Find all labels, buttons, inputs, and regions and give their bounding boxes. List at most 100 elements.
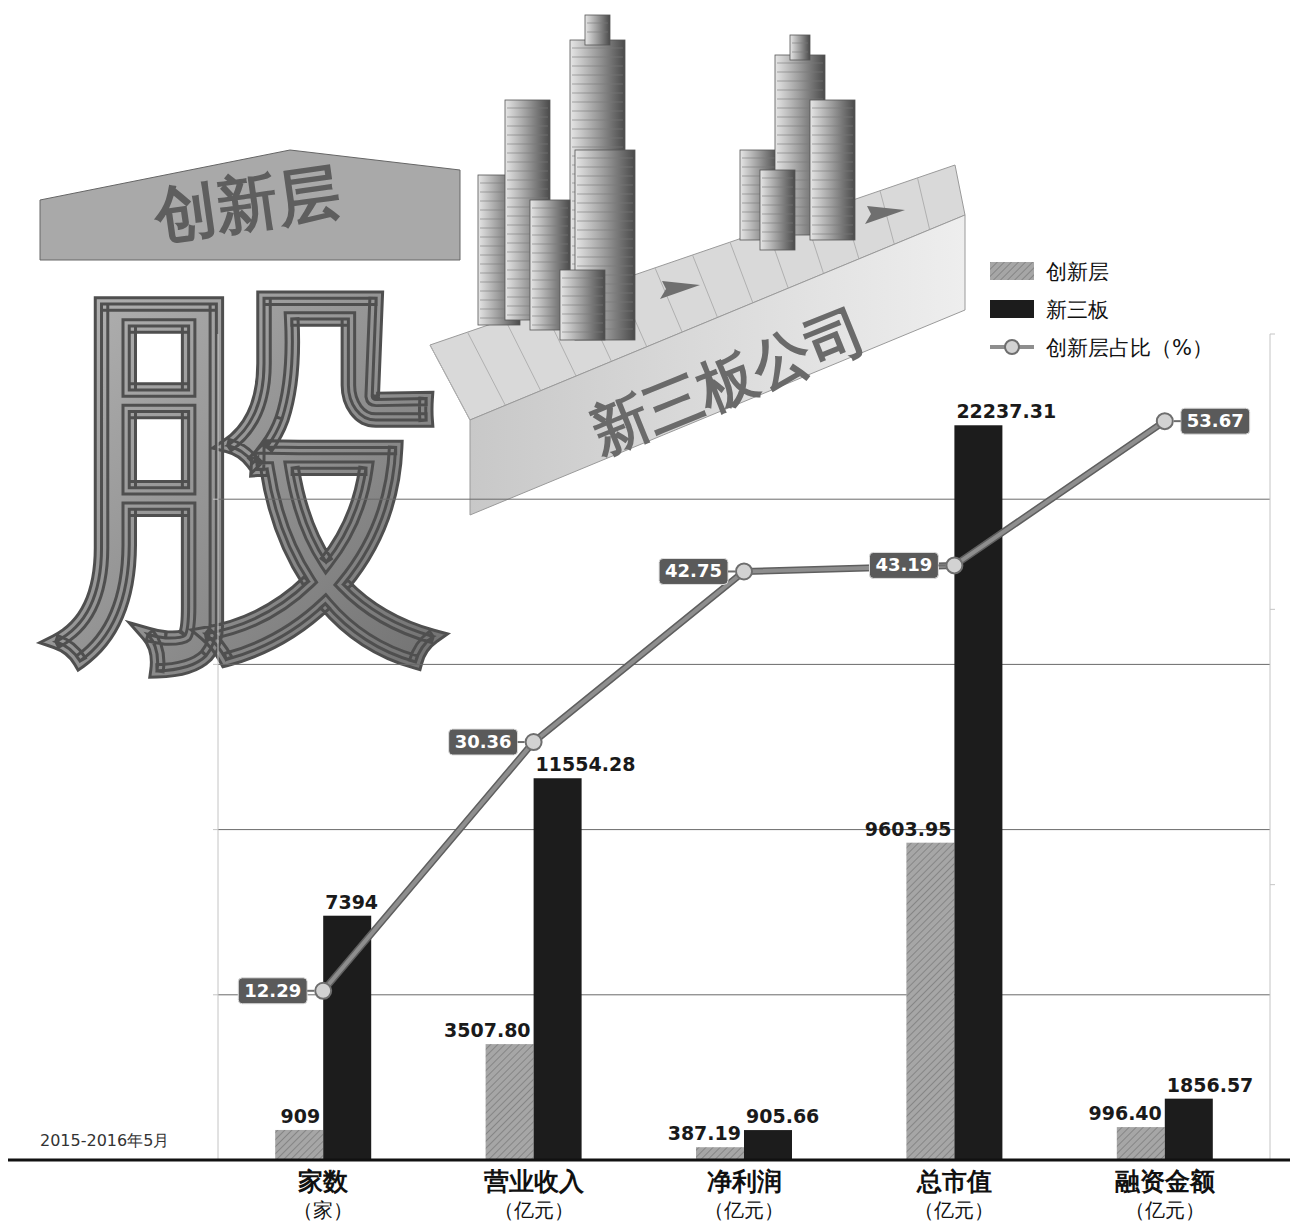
percent-label-text: 53.67 <box>1187 410 1244 431</box>
building-floor <box>562 287 603 288</box>
building-floor <box>532 244 568 245</box>
building-floor <box>812 162 853 163</box>
data-labels: 9093507.80387.199603.95996.40739411554.2… <box>238 400 1253 1144</box>
grid-line <box>218 829 1270 830</box>
building-floor <box>577 158 633 159</box>
data-label: 387.19 <box>668 1122 741 1144</box>
legend-swatch <box>990 300 1034 318</box>
building-floor <box>577 194 633 195</box>
y-tick <box>213 829 218 830</box>
legend-label: 创新层占比（%） <box>1046 336 1213 360</box>
building-floor <box>507 180 548 181</box>
building-floor <box>507 189 548 190</box>
grid-line <box>218 664 1270 665</box>
legend-swatch <box>990 262 1034 280</box>
percent-label-connector <box>1174 420 1181 422</box>
percent-label: 43.19 <box>869 552 945 578</box>
percent-label-text: 12.29 <box>244 980 301 1001</box>
data-label: 909 <box>281 1105 321 1127</box>
building-floor <box>812 234 853 235</box>
bar <box>1117 1127 1165 1160</box>
grid-line <box>218 994 1270 995</box>
marker <box>526 734 542 750</box>
y-tick <box>213 994 218 995</box>
category-label: 总市值（亿元） <box>914 1167 994 1222</box>
building-floor <box>572 75 623 76</box>
percent-label-box <box>238 978 307 1004</box>
bar <box>906 843 954 1160</box>
building-floor <box>562 314 603 315</box>
percent-label-text: 30.36 <box>455 731 512 752</box>
building <box>560 270 605 340</box>
conveyor-slat <box>918 178 930 230</box>
building-floor <box>812 180 853 181</box>
percent-label-text: 43.19 <box>875 554 932 575</box>
building-floor <box>812 135 853 136</box>
percent-label-connector <box>728 570 735 572</box>
building-floor <box>572 111 623 112</box>
building-floor <box>572 147 623 148</box>
category-label-line: 净利润 <box>707 1167 782 1196</box>
y-tick <box>213 499 218 500</box>
building-floor <box>812 126 853 127</box>
building-floor <box>532 235 568 236</box>
building-floor <box>812 198 853 199</box>
building-floor <box>577 176 633 177</box>
building-floor <box>762 187 793 188</box>
building-floor <box>572 57 623 58</box>
y2-tick <box>1270 609 1275 610</box>
legend-marker <box>1005 340 1019 354</box>
building-floor <box>742 167 776 168</box>
building-floor <box>507 108 548 109</box>
category-label-line: （亿元） <box>704 1198 784 1222</box>
building-floor <box>762 241 793 242</box>
category-label: 融资金额（亿元） <box>1115 1167 1216 1222</box>
category-label-line: 融资金额 <box>1115 1167 1216 1196</box>
percent-label: 12.29 <box>238 978 314 1004</box>
building-floor <box>777 72 823 73</box>
building-floor <box>507 198 548 199</box>
building-floor <box>532 217 568 218</box>
building-floor <box>792 52 808 53</box>
building-floor <box>792 43 808 44</box>
building-floor <box>532 208 568 209</box>
bar <box>744 1130 792 1160</box>
marker <box>315 983 331 999</box>
data-label: 996.40 <box>1088 1102 1161 1124</box>
bar <box>696 1147 744 1160</box>
belt-arrow <box>865 206 905 224</box>
percent-label: 53.67 <box>1174 408 1250 434</box>
percent-label-connector <box>518 741 525 743</box>
legend: 创新层新三板创新层占比（%） <box>990 260 1213 360</box>
building-floor <box>572 138 623 139</box>
building-floor <box>507 126 548 127</box>
building-floor <box>762 205 793 206</box>
chart: 新三板公司创新层股9093507.80387.199603.95996.4073… <box>0 0 1294 1230</box>
category-label: 营业收入（亿元） <box>483 1167 585 1222</box>
building-floor <box>777 63 823 64</box>
building-floor <box>577 257 633 258</box>
grid-line <box>218 499 1270 500</box>
building-floor <box>812 144 853 145</box>
category-label-line: 家数 <box>297 1167 349 1196</box>
building-floor <box>507 171 548 172</box>
building-floor <box>762 196 793 197</box>
percent-label-box <box>449 729 518 755</box>
building-floor <box>572 48 623 49</box>
legend-label: 新三板 <box>1046 298 1109 322</box>
conveyor-slat <box>468 332 506 405</box>
percent-label-connector <box>307 990 314 992</box>
y2-tick <box>1270 334 1275 335</box>
building-floor <box>777 99 823 100</box>
category-label-line: （亿元） <box>494 1198 574 1222</box>
y-tick <box>213 664 218 665</box>
percent-label-connector <box>938 564 945 566</box>
building-floor <box>562 296 603 297</box>
building-floor <box>762 223 793 224</box>
building-floor <box>507 135 548 136</box>
data-label: 1856.57 <box>1167 1074 1254 1096</box>
building-floor <box>572 84 623 85</box>
plot-marks <box>275 413 1213 1160</box>
bar <box>1165 1099 1213 1160</box>
marker <box>736 563 752 579</box>
